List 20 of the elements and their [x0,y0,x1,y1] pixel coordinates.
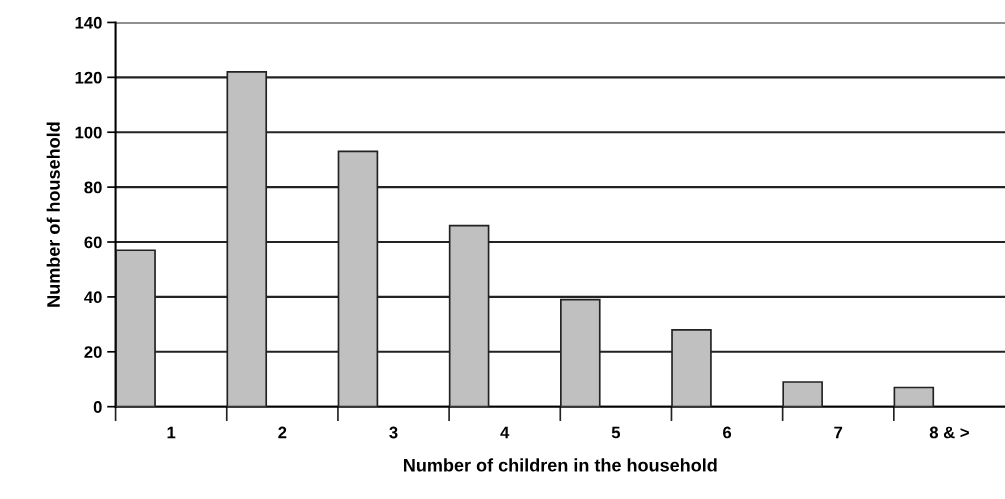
y-tick-label: 0 [93,401,102,413]
x-tick-label: 8 & > [929,426,969,439]
y-axis-title: Number of household [46,122,60,307]
x-axis-title: Number of children in the household [404,458,717,472]
x-tick-label: 3 [389,426,398,439]
y-tick-label: 140 [75,16,102,29]
x-tick-label: 1 [167,426,176,439]
x-tick-label: 7 [834,426,843,439]
y-tick-label: 80 [84,181,102,194]
x-tick-label: 6 [723,426,732,439]
x-tick-label: 5 [611,426,621,439]
y-tick-label: 120 [75,71,102,84]
bar [782,381,823,407]
y-tick-label: 100 [75,126,102,139]
x-tick-label: 4 [500,426,510,439]
y-tick-label: 20 [84,346,102,358]
y-tick-label: 40 [84,291,102,304]
x-tick-label: 2 [278,426,287,439]
y-tick-label: 60 [84,236,102,249]
bar [893,386,935,407]
